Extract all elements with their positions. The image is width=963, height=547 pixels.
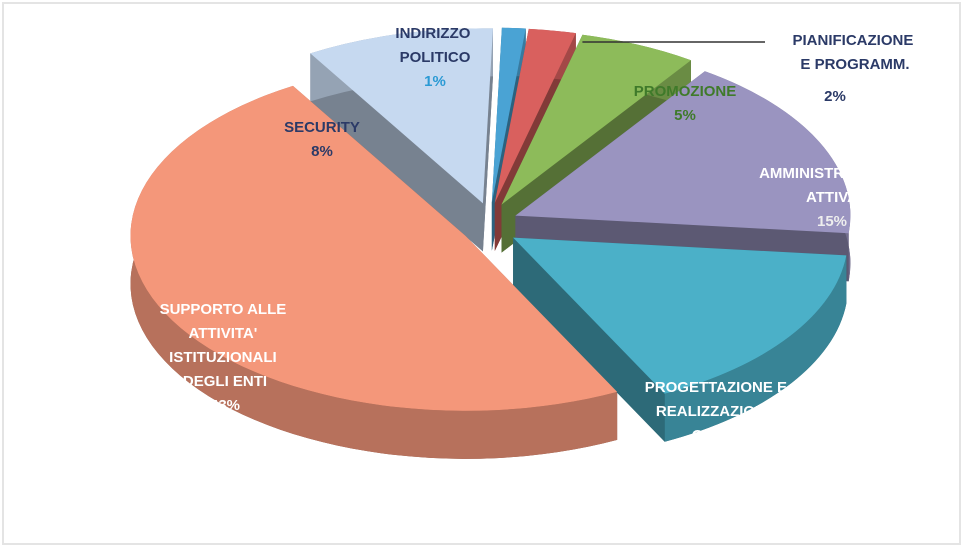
slice-label-line: ATTIVITA' bbox=[188, 325, 261, 342]
slice-value-label: 2% bbox=[824, 88, 846, 105]
slice-value-label: 43% bbox=[210, 397, 240, 414]
slice bbox=[491, 27, 526, 203]
slice-label-line: PROGETTAZIONE E bbox=[645, 379, 791, 396]
slice-label-line: POLITICO bbox=[400, 49, 471, 66]
slice-label: PIANIFICAZIONE E PROGRAMM. bbox=[792, 32, 917, 73]
slice-label: SECURITY bbox=[284, 119, 360, 136]
slice-cut-face bbox=[310, 53, 483, 252]
slice-label-line: SUPPORTO ALLE bbox=[160, 301, 291, 318]
slice bbox=[501, 34, 691, 205]
slice-value-label: 1% bbox=[424, 73, 446, 90]
slice-label: INDIRIZZO POLITICO bbox=[395, 25, 474, 66]
slice bbox=[130, 85, 618, 411]
slice-label-line: PROMOZIONE bbox=[634, 83, 737, 100]
slice-label-line: DEGLI ENTI bbox=[183, 373, 267, 390]
slice bbox=[513, 237, 847, 394]
slice-label: AMMINISTRAZIONE ATTIVA bbox=[759, 165, 905, 206]
slice-label-line: AMMINISTRAZIONE bbox=[759, 165, 905, 182]
slice bbox=[494, 28, 576, 203]
slice-label-line: E PROGRAMM. bbox=[800, 56, 909, 73]
slice-cut-face bbox=[513, 237, 665, 442]
slice-label: PROMOZIONE bbox=[634, 83, 737, 100]
slice-cut-face bbox=[482, 28, 493, 252]
slice-value-label: 14% bbox=[703, 451, 733, 468]
slice-tops bbox=[130, 27, 851, 411]
slice-label-line: ATTIVA bbox=[806, 189, 858, 206]
slice-label-line: SECURITY bbox=[284, 119, 360, 136]
slice-value-label: 15% bbox=[817, 213, 847, 230]
slice bbox=[310, 28, 493, 204]
slice-label-line: ISTITUZIONALI bbox=[169, 349, 281, 366]
slice-label: SUPPORTO ALLE ATTIVITA' ISTITUZIONALI DE… bbox=[160, 301, 291, 390]
slice-value-label: 8% bbox=[311, 143, 333, 160]
slice-label-line: OPERE bbox=[692, 427, 745, 444]
slice-label-line: INDIRIZZO bbox=[395, 25, 474, 42]
slice bbox=[515, 71, 851, 234]
slice-wall bbox=[130, 85, 618, 459]
slice-wall bbox=[664, 255, 847, 442]
slice-label: PROGETTAZIONE E REALIZZAZIONE OPERE bbox=[645, 379, 791, 444]
slice-label-line: REALIZZAZIONE bbox=[656, 403, 780, 420]
slice-label-line: PIANIFICAZIONE bbox=[792, 32, 917, 49]
slice-value-label: 5% bbox=[674, 107, 696, 124]
